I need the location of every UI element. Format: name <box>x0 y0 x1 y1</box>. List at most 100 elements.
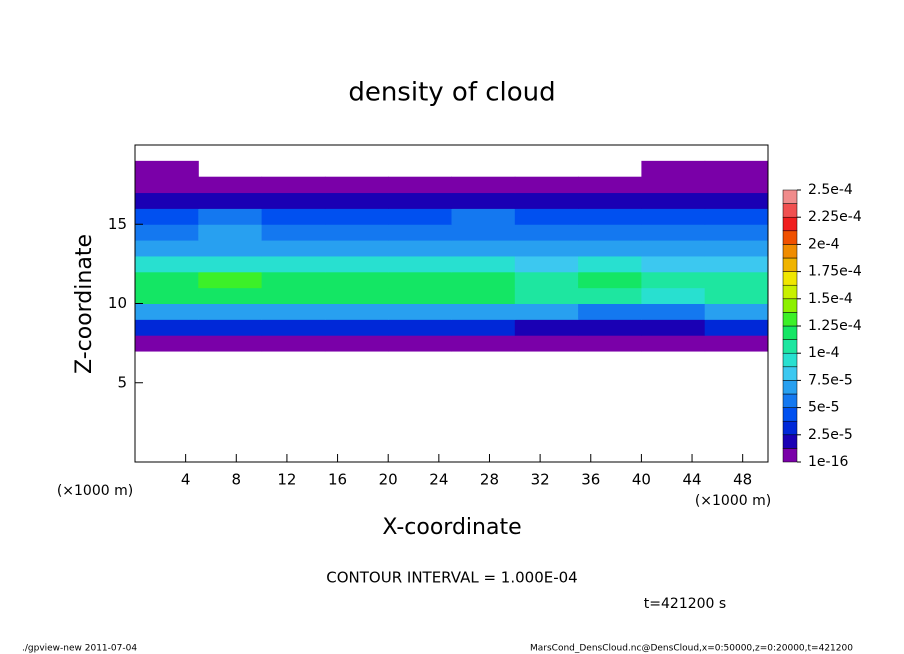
cell <box>261 176 326 194</box>
x-tick-label: 32 <box>531 471 550 489</box>
cell <box>514 192 579 209</box>
cell <box>261 192 326 209</box>
contour-note: CONTOUR INTERVAL = 1.000E-04 <box>326 569 577 587</box>
cell <box>388 240 452 257</box>
cell <box>578 335 642 352</box>
cell <box>198 319 263 336</box>
cell <box>262 161 326 177</box>
cell <box>578 224 642 241</box>
colorbar-label: 2.5e-5 <box>808 427 853 443</box>
cell <box>451 224 516 241</box>
x-tick-label: 28 <box>480 471 499 489</box>
x-tick-label: 12 <box>277 471 296 489</box>
cell <box>198 303 263 320</box>
cell <box>578 161 642 177</box>
cell <box>704 192 769 209</box>
x-units: (×1000 m) <box>695 493 771 509</box>
cell <box>514 303 579 320</box>
cell <box>261 240 326 257</box>
cell <box>388 271 452 289</box>
colorbar-box <box>782 189 798 204</box>
cell <box>261 208 326 225</box>
cell <box>515 161 579 177</box>
colorbar-box <box>782 380 798 395</box>
footer-left: ./gpview-new 2011-07-04 <box>22 644 137 654</box>
cell <box>388 303 452 320</box>
cell <box>388 176 452 194</box>
cell <box>641 271 706 289</box>
colorbar-box <box>782 366 798 381</box>
cell <box>388 287 452 304</box>
cell <box>514 287 579 304</box>
cell <box>514 176 579 194</box>
cell <box>578 208 642 225</box>
cell <box>578 271 642 289</box>
cell <box>198 255 263 273</box>
time-label: t=421200 s <box>644 596 726 612</box>
cell <box>641 303 706 320</box>
footer-right: MarsCond_DensCloud.nc@DensCloud,x=0:5000… <box>530 644 853 654</box>
cell <box>135 160 199 178</box>
cell <box>388 319 452 336</box>
cell <box>641 224 706 241</box>
colorbar-box <box>782 284 798 300</box>
cell <box>451 319 516 336</box>
cell <box>451 192 516 209</box>
cell <box>704 335 769 352</box>
cell <box>578 319 642 336</box>
cell <box>514 335 579 352</box>
cell <box>641 287 706 304</box>
cell <box>198 208 263 225</box>
y-tick-label: 5 <box>117 373 127 391</box>
cell <box>704 240 769 257</box>
cell <box>135 192 199 209</box>
cell <box>514 208 579 225</box>
cell <box>452 161 516 177</box>
colorbar-box <box>782 298 798 313</box>
x-axis-label: X-coordinate <box>382 515 521 540</box>
cell <box>704 303 769 320</box>
cell <box>198 161 262 177</box>
colorbar-box <box>782 271 798 286</box>
cell <box>388 208 452 225</box>
cell <box>135 335 199 352</box>
cell <box>641 176 706 194</box>
cell <box>578 303 642 320</box>
cell <box>324 176 389 194</box>
colorbar-label: 1.5e-4 <box>808 291 853 307</box>
colorbar-box <box>782 244 798 259</box>
x-tick-label: 16 <box>328 471 347 489</box>
colorbar-box <box>782 257 798 272</box>
cell <box>641 319 706 336</box>
cell <box>198 176 263 194</box>
cell <box>261 335 326 352</box>
x-tick-label: 40 <box>632 471 651 489</box>
cell <box>198 192 263 209</box>
colorbar-label: 2.25e-4 <box>808 209 862 225</box>
cell <box>324 224 389 241</box>
cell <box>578 287 642 304</box>
cell <box>451 255 516 273</box>
cell <box>578 255 642 273</box>
colorbar-box <box>782 216 798 232</box>
colorbar-box <box>782 393 798 408</box>
cell <box>451 287 516 304</box>
colorbar-box <box>782 325 798 340</box>
cell <box>324 303 389 320</box>
cell <box>261 303 326 320</box>
colorbar-box <box>782 352 798 368</box>
cell <box>451 176 516 194</box>
y-tick-label: 15 <box>108 215 127 233</box>
x-tick-label: 24 <box>429 471 448 489</box>
cell <box>451 208 516 225</box>
cell <box>324 271 389 289</box>
colorbar-box <box>782 312 798 327</box>
cell <box>704 176 769 194</box>
cell <box>641 240 706 257</box>
cell <box>641 192 706 209</box>
cell <box>135 303 199 320</box>
cell <box>641 208 706 225</box>
colorbar-box <box>782 203 798 218</box>
cell <box>514 224 579 241</box>
